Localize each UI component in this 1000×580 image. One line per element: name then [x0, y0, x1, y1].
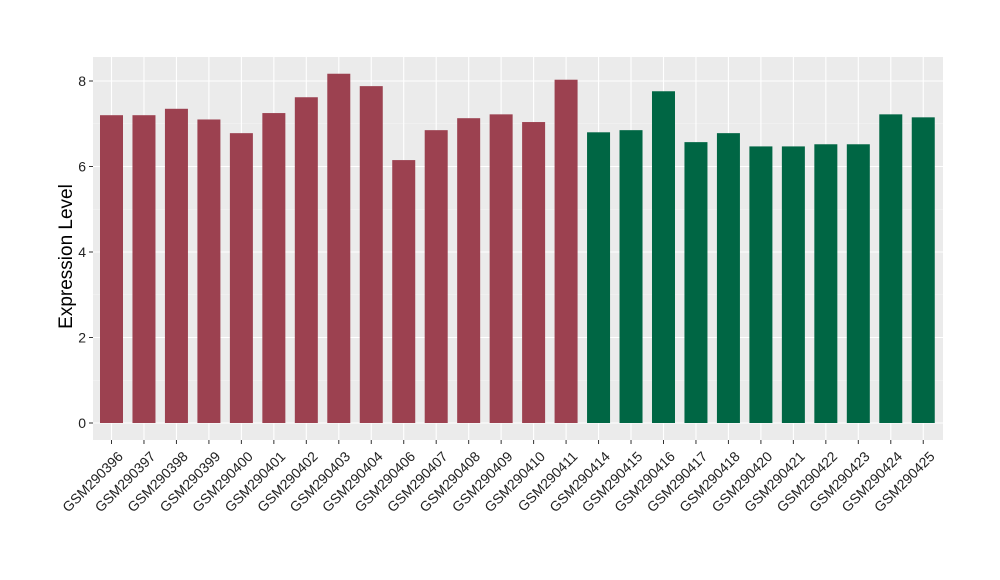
y-axis-title: Expression Level — [56, 184, 77, 329]
bar-gsm290416 — [651, 91, 675, 423]
bar-gsm290408 — [457, 118, 481, 423]
bar-gsm290423 — [846, 144, 870, 423]
bar-gsm290417 — [684, 142, 708, 423]
bar-gsm290396 — [100, 115, 123, 423]
y-tick-label: 0 — [78, 415, 86, 431]
bar-gsm290411 — [554, 79, 578, 423]
y-axis: 0 2 4 6 8 — [78, 73, 93, 431]
bar-gsm290398 — [164, 108, 188, 423]
bar-gsm290422 — [814, 144, 838, 423]
y-tick-label: 8 — [78, 73, 86, 89]
bar-gsm290409 — [489, 114, 513, 423]
bar-gsm290406 — [392, 160, 416, 423]
bar-gsm290407 — [424, 130, 448, 423]
bar-gsm290403 — [327, 73, 351, 424]
bar-gsm290414 — [587, 132, 611, 424]
bar-gsm290410 — [522, 122, 546, 423]
y-tick-label: 2 — [78, 330, 86, 346]
bar-gsm290421 — [781, 146, 805, 423]
bar-gsm290401 — [262, 113, 286, 423]
bars — [100, 73, 935, 424]
bar-gsm290424 — [879, 114, 903, 423]
bar-gsm290399 — [197, 119, 221, 423]
y-tick-label: 4 — [78, 244, 86, 260]
bar-gsm290418 — [716, 133, 740, 423]
bar-gsm290420 — [749, 146, 773, 423]
bar-gsm290425 — [911, 117, 935, 424]
bar-gsm290400 — [229, 133, 253, 423]
bar-gsm290404 — [359, 86, 383, 423]
x-axis: GSM290396GSM290397GSM290398GSM290399GSM2… — [59, 440, 938, 515]
bar-gsm290397 — [132, 115, 156, 423]
bar-gsm290402 — [294, 97, 318, 424]
bar-gsm290415 — [619, 130, 643, 423]
y-tick-label: 6 — [78, 159, 86, 175]
